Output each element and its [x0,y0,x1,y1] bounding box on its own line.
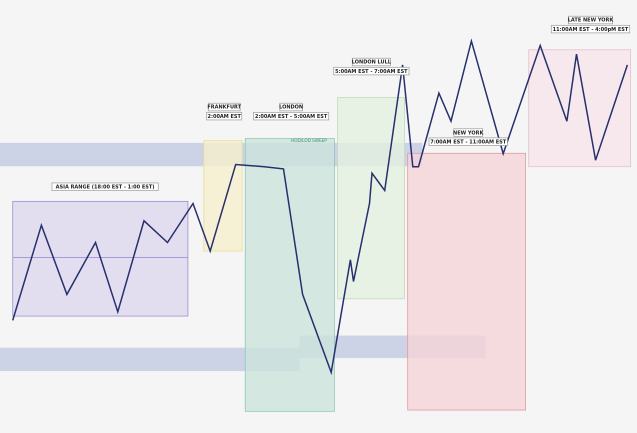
note-hod-lod-sweep: HOD/LOD SWEEP [291,138,327,143]
zone-frankfurt [203,140,243,252]
label-london-lull: LONDON LULL 5:00AM EST - 7:00AM EST [333,57,410,76]
label-text: NEW YORK [453,130,484,136]
label-box [207,102,241,112]
liquidity-band [0,347,300,372]
label-frankfurt: FRANKFURT 2:00AM EST [206,102,243,121]
session-labels: ASIA RANGE (18:00 EST - 1:00 EST) FRANKFU… [51,15,631,191]
label-box [206,111,243,121]
label-text: LONDON [279,105,303,111]
label-new-york: NEW YORK 7:00AM EST - 11:00AM EST [428,128,508,146]
label-late-new-york: LATE NEW YORK 11:00AM EST - 4:00pM EST [550,15,631,34]
label-text: 7:00AM EST - 11:00AM EST [430,139,507,145]
label-london: LONDON 2:00AM EST - 5:00AM EST [253,102,330,121]
zone-london-lull [337,97,405,300]
zone-late-new-york [528,49,632,168]
label-box [279,102,303,112]
label-box [428,137,508,146]
label-asia: ASIA RANGE (18:00 EST - 1:00 EST) [51,182,159,191]
label-text: LONDON LULL [352,60,392,66]
price-path-layer [11,38,629,376]
label-box [453,128,483,137]
price-path [11,38,629,376]
label-text: FRANKFURT [207,105,241,111]
label-box [567,15,613,25]
session-zones [12,49,632,412]
label-box [51,182,159,191]
label-text: 11:00AM EST - 4:00pM EST [553,27,629,33]
zone-new-york [407,152,526,411]
label-text: 2:00AM EST [207,114,241,120]
label-box [351,57,391,67]
label-text: 2:00AM EST - 5:00AM EST [255,114,328,120]
label-box [253,111,330,121]
zone-london [244,138,335,412]
label-box [333,66,410,76]
label-text: 5:00AM EST - 7:00AM EST [335,69,408,75]
label-box [550,24,631,34]
label-text: ASIA RANGE (18:00 EST - 1:00 EST) [56,184,155,190]
label-text: LATE NEW YORK [568,18,615,24]
